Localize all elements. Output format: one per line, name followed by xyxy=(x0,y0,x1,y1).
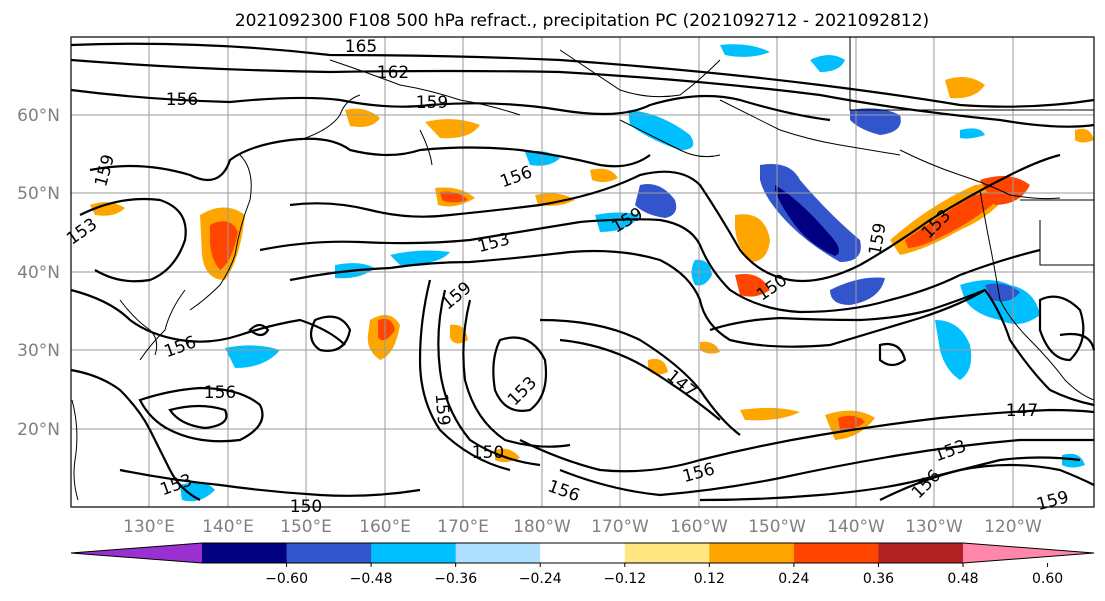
colorbar-tick-label: 0.36 xyxy=(863,571,894,587)
colorbar: −0.60 −0.48 −0.36 −0.24 −0.12 0.12 0.24 0.36 0.4… xyxy=(70,542,1095,587)
lon-label: 120°W xyxy=(984,517,1042,537)
lon-label: 150°W xyxy=(748,517,806,537)
colorbar-segment xyxy=(540,543,626,563)
lon-label: 170°E xyxy=(437,517,489,537)
latitude-labels: 60°N 50°N 40°N 30°N 20°N xyxy=(17,106,60,440)
colorbar-segment xyxy=(371,543,457,563)
colorbar-tick-label: −0.36 xyxy=(434,571,477,587)
contour-label: 159 xyxy=(431,393,454,427)
lon-label: 130°E xyxy=(123,517,175,537)
longitude-labels: 130°E 140°E 150°E 160°E 170°E 180°W 170°… xyxy=(123,517,1042,537)
contour-label: 147 xyxy=(1006,401,1038,421)
colorbar-tick-label: 0.24 xyxy=(778,571,809,587)
lon-label: 160°W xyxy=(670,517,728,537)
contour-label: 156 xyxy=(166,90,198,110)
contour-label: 162 xyxy=(377,63,409,83)
contour-labels: 165 162 156 159 159 156 153 153 159 159 … xyxy=(63,37,1071,517)
contour-label: 156 xyxy=(204,383,236,403)
lon-label: 160°E xyxy=(359,517,411,537)
lon-label: 130°W xyxy=(905,517,963,537)
lat-label: 60°N xyxy=(17,106,60,126)
colorbar-segment xyxy=(793,543,879,563)
lat-label: 30°N xyxy=(17,341,60,361)
colorbar-tick-label: −0.12 xyxy=(603,571,646,587)
colorbar-extend-low xyxy=(71,543,202,563)
contour-label: 159 xyxy=(416,93,448,113)
lat-label: 50°N xyxy=(17,184,60,204)
refractivity-contours xyxy=(70,42,1096,502)
colorbar-segment xyxy=(202,543,288,563)
colorbar-segment xyxy=(878,543,964,563)
lon-label: 180°W xyxy=(513,517,571,537)
map-panel: 165 162 156 159 159 156 153 153 159 159 … xyxy=(63,36,1096,517)
colorbar-segment xyxy=(624,543,710,563)
colorbar-tick-label: 0.60 xyxy=(1032,571,1063,587)
lon-label: 140°E xyxy=(202,517,254,537)
colorbar-tick-label: 0.48 xyxy=(947,571,978,587)
colorbar-tick-label: −0.48 xyxy=(350,571,393,587)
lon-label: 140°W xyxy=(827,517,885,537)
lon-label: 150°E xyxy=(280,517,332,537)
colorbar-extend-high xyxy=(963,543,1094,563)
colorbar-outline xyxy=(70,542,1095,564)
map-title: 2021092300 F108 500 hPa refract., precip… xyxy=(235,11,929,31)
colorbar-tick-label: −0.60 xyxy=(265,571,308,587)
colorbar-segment xyxy=(709,543,795,563)
contour-label: 150 xyxy=(472,443,504,463)
colorbar-segment xyxy=(286,543,372,563)
contour-label: 165 xyxy=(345,37,377,57)
colorbar-segment xyxy=(455,543,541,563)
lat-label: 20°N xyxy=(17,420,60,440)
colorbar-tick-label: 0.12 xyxy=(694,571,725,587)
colorbar-tick-label: −0.24 xyxy=(519,571,562,587)
lat-label: 40°N xyxy=(17,263,60,283)
lon-label: 170°W xyxy=(591,517,649,537)
coastlines xyxy=(71,37,1095,501)
